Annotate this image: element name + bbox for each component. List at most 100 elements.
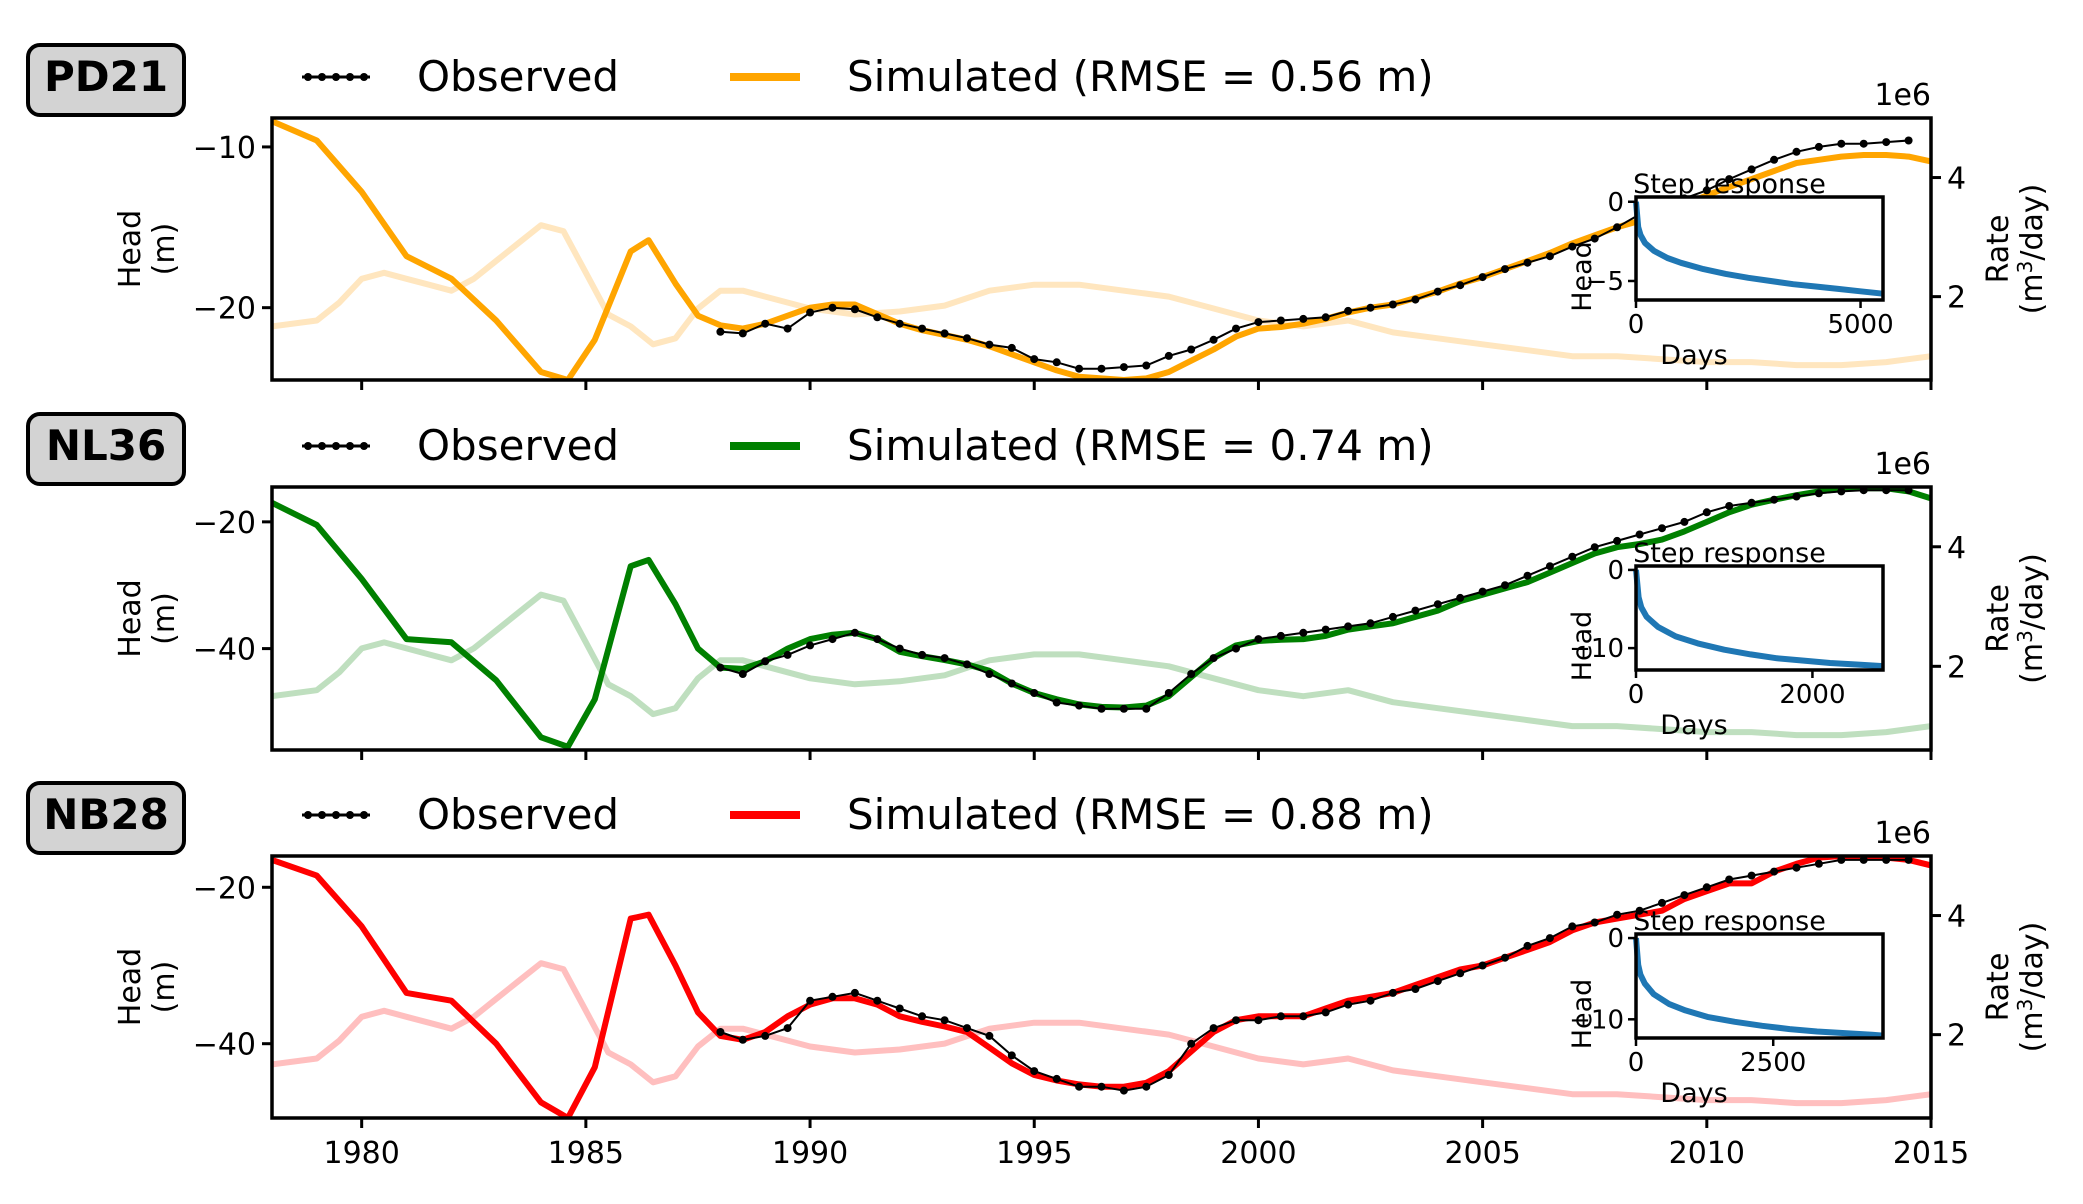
observed-point — [1433, 977, 1442, 986]
observed-point — [1658, 898, 1666, 907]
observed-point — [1030, 1067, 1039, 1076]
y2-axis-label-line: Rate — [1981, 215, 2016, 284]
observed-point — [873, 635, 882, 644]
observed-point — [828, 992, 837, 1001]
inset-title: Step response — [1633, 906, 1826, 937]
inset-y-label: Head — [1567, 979, 1598, 1050]
observed-point — [1366, 619, 1375, 628]
y2-scale-label: 1e6 — [1874, 447, 1931, 482]
observed-point — [1456, 969, 1465, 978]
inset-title: Step response — [1633, 169, 1826, 200]
observed-point — [1501, 265, 1509, 274]
observed-point — [806, 996, 815, 1005]
observed-point — [1545, 934, 1554, 943]
observed-point — [1119, 704, 1128, 713]
observed-point — [850, 988, 859, 997]
inset-background — [1636, 566, 1883, 670]
y2-tick-label: 2 — [1947, 281, 1966, 316]
panel-pd21: PD21 Observed Simulated (RMSE = 0.56 m) −10… — [26, 43, 2050, 390]
legend-observed-label: Observed — [417, 421, 619, 470]
observed-point — [1433, 600, 1442, 609]
observed-point — [1680, 891, 1689, 900]
observed-point — [1770, 495, 1779, 504]
y-tick-label: −10 — [193, 131, 256, 166]
well-label: PD21 — [44, 52, 168, 101]
observed-point — [828, 303, 837, 312]
observed-point — [1747, 871, 1756, 880]
observed-point — [1770, 867, 1779, 876]
observed-point — [1702, 508, 1711, 517]
observed-point — [1613, 536, 1622, 545]
observed-point — [761, 657, 770, 666]
observed-point — [963, 334, 971, 343]
x-tick-label: 2000 — [1220, 1136, 1296, 1171]
observed-point — [1007, 1051, 1016, 1060]
observed-point — [1344, 1000, 1353, 1009]
y2-axis-label-line: (m3/day) — [2013, 553, 2050, 684]
legend-observed-marker — [360, 442, 368, 450]
observed-point — [918, 650, 927, 659]
observed-point — [1680, 517, 1689, 526]
observed-point — [1904, 856, 1913, 864]
inset-x-label: Days — [1660, 1078, 1727, 1109]
observed-point — [1164, 1071, 1173, 1079]
observed-point — [1501, 953, 1509, 962]
legend-simulated-label: Simulated (RMSE = 0.74 m) — [847, 421, 1434, 470]
observed-point — [1613, 223, 1622, 232]
observed-point — [1299, 314, 1308, 323]
observed-point — [1747, 498, 1756, 507]
y-tick-label: −20 — [193, 506, 256, 541]
observed-point — [850, 305, 859, 314]
observed-point — [1882, 856, 1891, 864]
observed-point — [1388, 300, 1397, 309]
x-tick-label: 1980 — [323, 1136, 399, 1171]
legend-observed-label: Observed — [417, 52, 619, 101]
observed-point — [940, 654, 949, 663]
observed-point — [1658, 524, 1666, 533]
observed-point — [1590, 234, 1599, 243]
observed-point — [1792, 492, 1801, 501]
y2-tick-label: 4 — [1947, 531, 1966, 566]
y2-scale-label: 1e6 — [1874, 78, 1931, 113]
legend-observed-marker — [304, 811, 312, 819]
legend-observed-marker — [332, 73, 340, 81]
y2-tick-label: 4 — [1947, 162, 1966, 197]
observed-point — [1030, 689, 1039, 697]
inset-x-tick-label: 2500 — [1740, 1048, 1806, 1078]
observed-point — [1232, 324, 1240, 333]
y2-axis-label-line: (m3/day) — [2013, 184, 2050, 315]
inset-x-tick-label: 0 — [1628, 680, 1645, 710]
well-label: NL36 — [46, 421, 166, 470]
observed-point — [1344, 306, 1353, 315]
inset-x-tick-label: 0 — [1628, 1048, 1645, 1078]
observed-point — [940, 1016, 949, 1025]
observed-point — [1344, 622, 1353, 631]
observed-point — [1142, 1082, 1151, 1091]
observed-point — [828, 635, 837, 644]
step-response-line — [1633, 937, 1884, 1039]
observed-point — [1859, 856, 1868, 864]
observed-point — [1366, 996, 1375, 1005]
observed-point — [1568, 922, 1577, 931]
y-tick-label: −20 — [193, 292, 256, 327]
observed-point — [963, 660, 971, 669]
observed-point — [873, 313, 882, 322]
observed-point — [873, 996, 882, 1005]
observed-point — [1052, 1074, 1061, 1083]
observed-point — [1859, 487, 1868, 495]
observed-point — [1321, 313, 1330, 322]
inset-y-label: Head — [1567, 241, 1598, 312]
observed-point — [1209, 1024, 1218, 1033]
inset-y-tick-label: 0 — [1607, 556, 1624, 586]
legend-observed-marker — [304, 73, 312, 81]
observed-point — [1142, 704, 1151, 713]
observed-point — [850, 628, 859, 637]
observed-point — [1276, 316, 1285, 325]
observed-point — [918, 324, 927, 333]
observed-point — [1904, 136, 1913, 145]
observed-point — [1075, 701, 1084, 710]
observed-point — [1501, 581, 1509, 590]
